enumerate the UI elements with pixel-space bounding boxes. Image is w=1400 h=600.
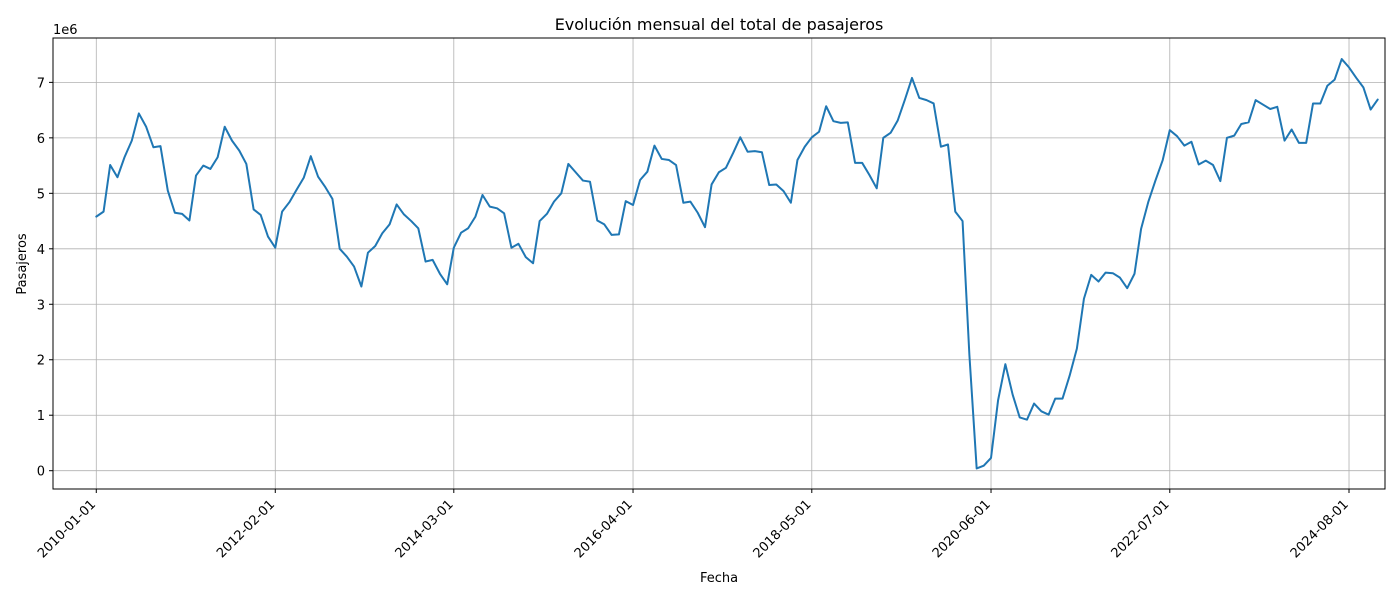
y-offset-label: 1e6 bbox=[53, 23, 78, 38]
chart-title: Evolución mensual del total de pasajeros bbox=[555, 15, 884, 34]
y-tick-label: 0 bbox=[37, 465, 45, 480]
y-tick-label: 7 bbox=[37, 76, 45, 91]
y-axis-label: Pasajeros bbox=[15, 233, 30, 295]
y-tick-label: 4 bbox=[37, 243, 45, 258]
y-axis: 0 1 2 3 4 5 6 7 bbox=[37, 76, 53, 480]
y-tick-label: 6 bbox=[37, 132, 45, 147]
y-tick-label: 2 bbox=[37, 354, 45, 369]
y-tick-label: 1 bbox=[37, 409, 45, 424]
y-tick-label: 5 bbox=[37, 187, 45, 202]
x-axis-label: Fecha bbox=[700, 571, 738, 586]
plot-frame bbox=[52, 37, 1386, 490]
y-tick-label: 3 bbox=[37, 298, 45, 313]
grid bbox=[53, 38, 1385, 489]
series-line bbox=[95, 58, 1379, 470]
series-layer bbox=[95, 58, 1379, 470]
